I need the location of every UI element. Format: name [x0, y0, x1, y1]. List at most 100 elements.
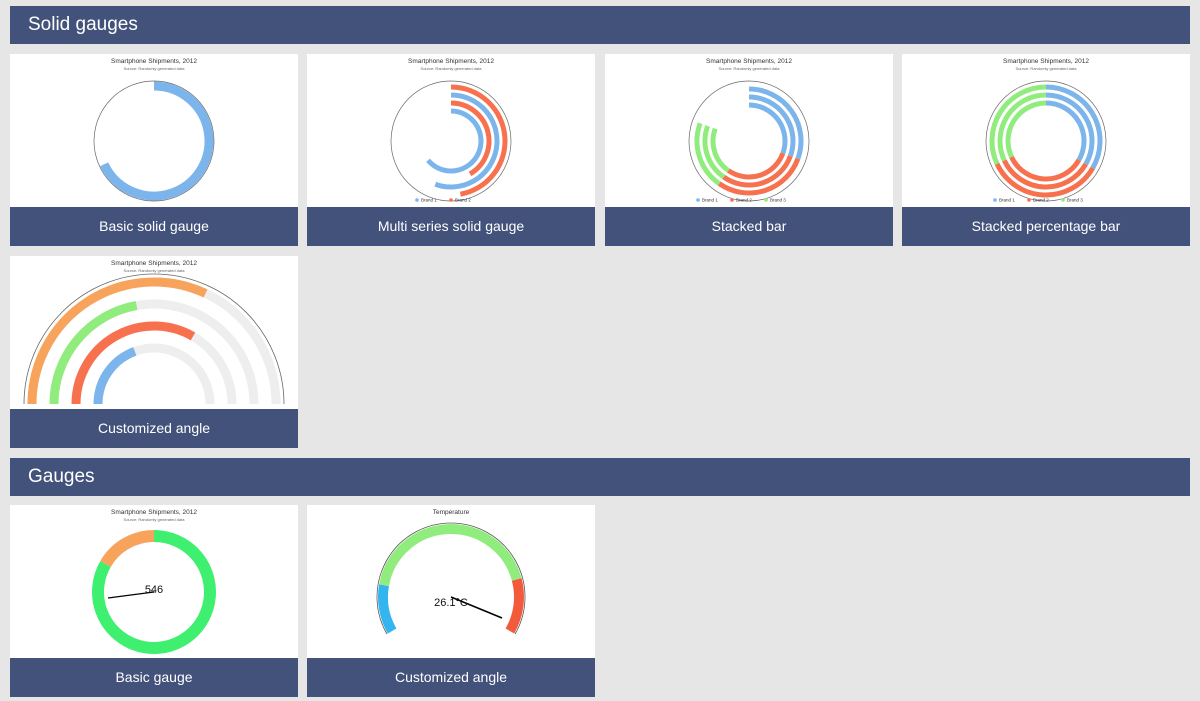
- arc: [27, 277, 208, 405]
- outline: [688, 80, 810, 202]
- arc: [717, 157, 801, 196]
- arc: [748, 86, 804, 160]
- card[interactable]: Smartphone Shipments, 2012 Source: Random…: [10, 54, 298, 246]
- arc: [989, 84, 1047, 165]
- card[interactable]: Temperature 26.1°C Customized angle: [307, 505, 595, 697]
- legend-label: Brand 1: [999, 198, 1015, 203]
- card-caption: Stacked bar: [605, 207, 893, 246]
- outline: [93, 80, 215, 202]
- needle: [107, 591, 155, 599]
- arc: [748, 102, 788, 155]
- thumb-subtitle: Source: Randomly generated data: [124, 268, 186, 273]
- thumb-subtitle: Source: Randomly generated data: [1016, 66, 1078, 71]
- thumb-title: Temperature: [433, 509, 470, 516]
- legend-label: Brand 2: [455, 198, 471, 203]
- gauge-value: 546: [145, 584, 163, 596]
- thumb-subtitle: Source: Randomly generated data: [719, 66, 781, 71]
- thumbnail-chart: Temperature 26.1°C: [376, 509, 526, 635]
- arc: [100, 530, 155, 568]
- arc: [71, 321, 196, 405]
- arc: [92, 530, 216, 654]
- thumb-subtitle: Source: Randomly generated data: [421, 66, 483, 71]
- thumb-title: Smartphone Shipments, 2012: [111, 260, 197, 267]
- thumbnail: Temperature 26.1°C: [307, 505, 595, 658]
- legend-label: Brand 2: [736, 198, 752, 203]
- thumbnail: Smartphone Shipments, 2012 Source: Random…: [605, 54, 893, 207]
- card[interactable]: Smartphone Shipments, 2012 Source: Random…: [605, 54, 893, 246]
- legend-label: Brand 3: [770, 198, 786, 203]
- arc: [1009, 155, 1082, 182]
- card-caption: Customized angle: [307, 658, 595, 697]
- arc: [748, 94, 796, 157]
- card-caption: Stacked percentage bar: [902, 207, 1190, 246]
- arc: [997, 92, 1047, 162]
- arc: [426, 108, 484, 174]
- card-caption: Basic solid gauge: [10, 207, 298, 246]
- legend-dot: [1027, 198, 1031, 202]
- arc: [434, 92, 500, 190]
- card-caption: Basic gauge: [10, 658, 298, 697]
- arc: [722, 155, 793, 188]
- thumb-title: Smartphone Shipments, 2012: [1003, 58, 1089, 65]
- legend-label: Brand 1: [702, 198, 718, 203]
- card[interactable]: Smartphone Shipments, 2012 Source: Random…: [10, 256, 298, 448]
- card[interactable]: Smartphone Shipments, 2012 Source: Random…: [307, 54, 595, 246]
- legend-dot: [449, 198, 453, 202]
- arc: [49, 299, 259, 405]
- legend-dot: [696, 198, 700, 202]
- legend-label: Brand 2: [1033, 198, 1049, 203]
- section-header: Gauges: [10, 458, 1190, 496]
- arc: [49, 301, 138, 405]
- arc: [376, 522, 526, 635]
- thumbnail: Smartphone Shipments, 2012 Source: Random…: [307, 54, 595, 207]
- arc: [1045, 92, 1095, 166]
- thumb-subtitle: Source: Randomly generated data: [124, 66, 186, 71]
- legend-dot: [764, 198, 768, 202]
- legend-label: Brand 1: [421, 198, 437, 203]
- outline: [985, 80, 1107, 202]
- card-caption: Multi series solid gauge: [307, 207, 595, 246]
- arc: [702, 125, 726, 180]
- section-header: Solid gauges: [10, 6, 1190, 44]
- legend-dot: [730, 198, 734, 202]
- thumbnail: Smartphone Shipments, 2012 Source: Random…: [902, 54, 1190, 207]
- arc: [710, 127, 730, 173]
- arc: [694, 122, 721, 186]
- thumb-title: Smartphone Shipments, 2012: [111, 58, 197, 65]
- arc: [1045, 100, 1087, 162]
- arc: [23, 273, 285, 405]
- card-caption: Customized angle: [10, 409, 298, 448]
- arc: [93, 343, 215, 405]
- card[interactable]: Smartphone Shipments, 2012 Source: Random…: [10, 505, 298, 697]
- arc: [994, 162, 1095, 198]
- legend-dot: [1061, 198, 1065, 202]
- arc: [450, 84, 508, 197]
- arc: [1005, 100, 1047, 159]
- thumb-subtitle: Source: Randomly generated data: [124, 517, 186, 522]
- thumb-title: Smartphone Shipments, 2012: [408, 58, 494, 65]
- arc: [100, 81, 214, 201]
- legend-dot: [415, 198, 419, 202]
- arc: [450, 100, 492, 177]
- arc: [93, 347, 137, 405]
- thumbnail: Smartphone Shipments, 2012 Source: Random…: [10, 54, 298, 207]
- needle: [450, 596, 503, 619]
- arc: [726, 152, 786, 180]
- arc: [379, 524, 522, 587]
- thumb-title: Smartphone Shipments, 2012: [111, 509, 197, 516]
- arc: [1045, 84, 1103, 170]
- thumbnail: Smartphone Shipments, 2012 Source: Random…: [10, 256, 298, 409]
- legend-dot: [993, 198, 997, 202]
- arc: [378, 584, 397, 634]
- outline: [390, 80, 512, 202]
- arc: [1002, 159, 1089, 190]
- thumb-title: Smartphone Shipments, 2012: [706, 58, 792, 65]
- card[interactable]: Smartphone Shipments, 2012 Source: Random…: [902, 54, 1190, 246]
